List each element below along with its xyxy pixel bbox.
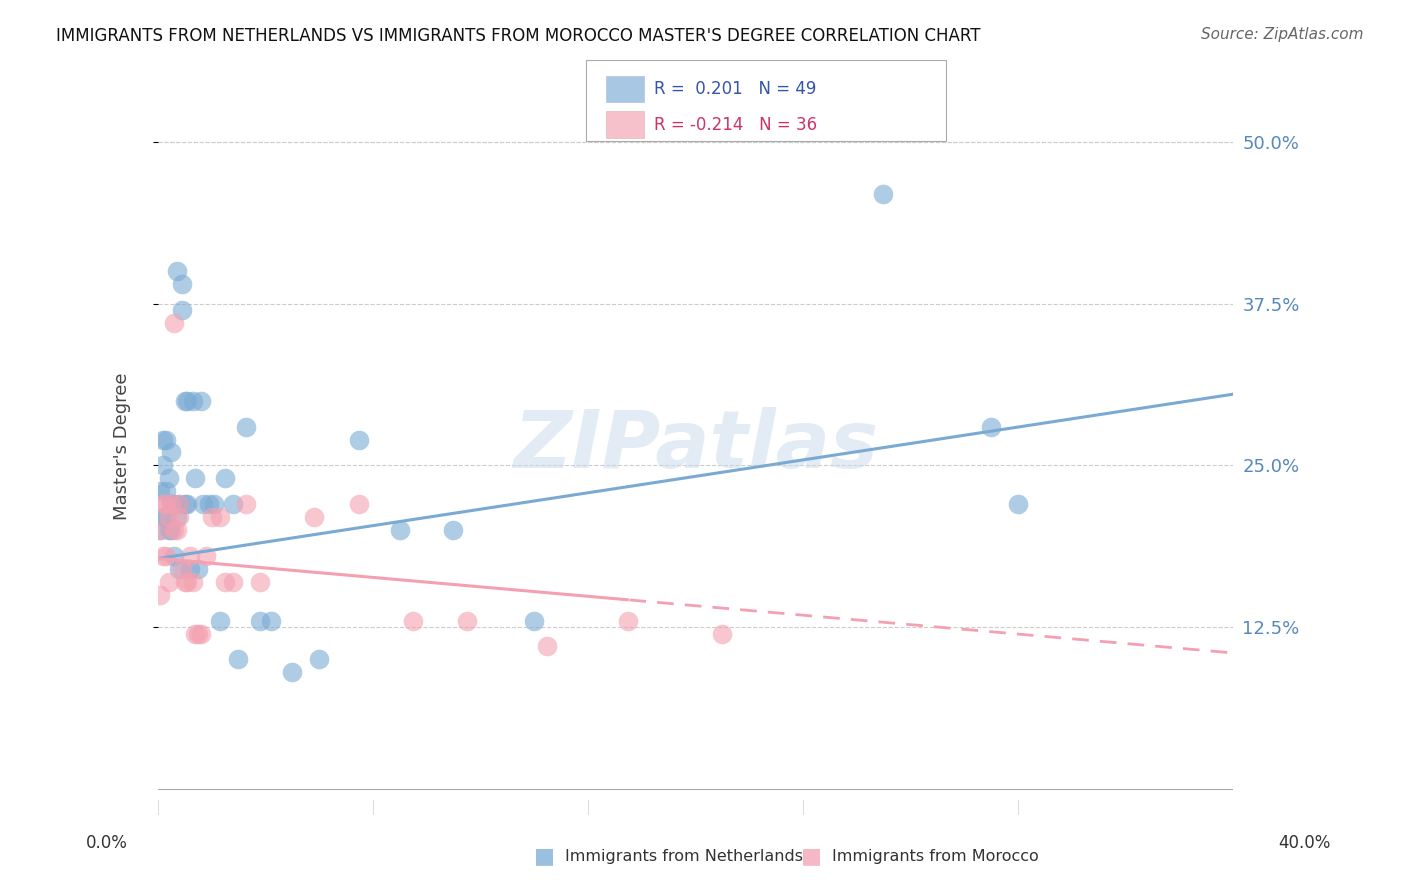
Point — [872, 186, 894, 201]
Point — [208, 614, 231, 628]
Point — [184, 626, 207, 640]
Point — [166, 264, 188, 278]
Point — [155, 510, 177, 524]
Point — [181, 393, 204, 408]
Point — [166, 510, 188, 524]
Point — [149, 588, 172, 602]
Text: 40.0%: 40.0% — [1278, 834, 1331, 852]
Point — [441, 523, 464, 537]
Point — [190, 626, 212, 640]
Point — [222, 497, 245, 511]
Point — [152, 497, 174, 511]
Point — [169, 510, 191, 524]
Point — [228, 652, 250, 666]
Text: Immigrants from Netherlands: Immigrants from Netherlands — [565, 849, 803, 863]
Text: R =  0.201   N = 49: R = 0.201 N = 49 — [654, 80, 815, 98]
Point — [155, 549, 177, 563]
Point — [190, 393, 212, 408]
Point — [157, 471, 180, 485]
Point — [617, 614, 640, 628]
Point — [281, 665, 304, 680]
Point — [160, 497, 183, 511]
Point — [157, 523, 180, 537]
Y-axis label: Master's Degree: Master's Degree — [114, 372, 131, 520]
Point — [163, 497, 186, 511]
Point — [208, 510, 231, 524]
Point — [198, 497, 221, 511]
Point — [214, 574, 236, 589]
Point — [166, 523, 188, 537]
Point — [155, 497, 177, 511]
Point — [169, 497, 191, 511]
Point — [160, 497, 183, 511]
Point — [181, 574, 204, 589]
Point — [169, 497, 191, 511]
Point — [176, 574, 198, 589]
Point — [200, 510, 222, 524]
Point — [523, 614, 546, 628]
Point — [179, 562, 201, 576]
Point — [202, 497, 225, 511]
Text: ■: ■ — [801, 847, 823, 866]
Point — [155, 433, 177, 447]
Point — [456, 614, 478, 628]
Point — [302, 510, 325, 524]
Point — [222, 574, 245, 589]
Point — [163, 549, 186, 563]
Point — [214, 471, 236, 485]
Text: ZIPatlas: ZIPatlas — [513, 407, 877, 485]
Text: R = -0.214   N = 36: R = -0.214 N = 36 — [654, 116, 817, 134]
Point — [152, 458, 174, 473]
Point — [173, 574, 195, 589]
Point — [184, 471, 207, 485]
Point — [1007, 497, 1029, 511]
Point — [249, 614, 271, 628]
Point — [163, 316, 186, 330]
Point — [157, 574, 180, 589]
Point — [187, 562, 209, 576]
Point — [195, 549, 218, 563]
Point — [193, 497, 215, 511]
Point — [711, 626, 734, 640]
Point — [187, 626, 209, 640]
Point — [179, 549, 201, 563]
Text: 0.0%: 0.0% — [86, 834, 128, 852]
Point — [249, 574, 271, 589]
Point — [349, 497, 371, 511]
Point — [149, 484, 172, 499]
Text: Immigrants from Morocco: Immigrants from Morocco — [832, 849, 1039, 863]
Point — [980, 419, 1002, 434]
Point — [152, 433, 174, 447]
Point — [169, 562, 191, 576]
Point — [235, 419, 257, 434]
Point — [160, 523, 183, 537]
Point — [308, 652, 330, 666]
Point — [176, 393, 198, 408]
Point — [176, 497, 198, 511]
Text: ■: ■ — [534, 847, 555, 866]
Point — [536, 640, 558, 654]
Point — [170, 562, 193, 576]
Point — [152, 510, 174, 524]
Point — [235, 497, 257, 511]
Point — [388, 523, 411, 537]
Point — [160, 445, 183, 459]
Point — [259, 614, 281, 628]
Point — [170, 303, 193, 318]
Point — [173, 393, 195, 408]
Text: Source: ZipAtlas.com: Source: ZipAtlas.com — [1201, 27, 1364, 42]
Point — [173, 497, 195, 511]
Point — [157, 510, 180, 524]
Point — [402, 614, 425, 628]
Point — [155, 484, 177, 499]
Point — [149, 523, 172, 537]
Point — [149, 523, 172, 537]
Text: IMMIGRANTS FROM NETHERLANDS VS IMMIGRANTS FROM MOROCCO MASTER'S DEGREE CORRELATI: IMMIGRANTS FROM NETHERLANDS VS IMMIGRANT… — [56, 27, 981, 45]
Point — [152, 549, 174, 563]
Point — [349, 433, 371, 447]
Point — [163, 523, 186, 537]
Point — [170, 277, 193, 292]
